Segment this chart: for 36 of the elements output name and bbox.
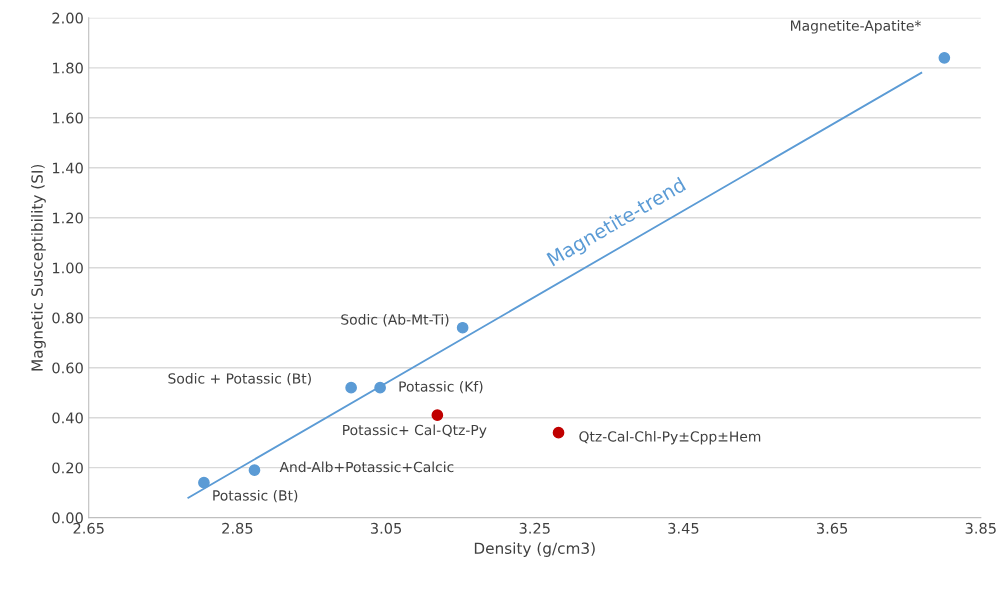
y-tick-label: 2.00 [52,12,83,24]
point [374,381,386,394]
annotation: Magnetite-Apatite* [791,20,921,34]
point [456,321,469,334]
point [938,51,951,64]
point [345,381,357,394]
annotation: Potassic (Bt) [213,489,298,503]
point [248,464,261,477]
point [198,476,210,489]
y-tick-label: 0.80 [52,312,83,324]
y-tick-label: 0.00 [52,512,83,524]
x-tick-label: 3.45 [668,522,699,534]
y-tick-label: 0.60 [52,362,83,374]
annotation: Potassic (Kf) [399,380,483,394]
annotation: And-Alb+Potassic+Calcic [279,461,454,473]
point [431,409,444,422]
y-tick-label: 0.20 [52,462,83,474]
y-tick-label: 1.60 [52,112,83,124]
x-axis-title: Density (g/cm3) [474,542,595,557]
annotation: Potassic+ Cal-Qtz-Py [343,424,487,438]
y-tick-label: 1.80 [52,62,83,74]
y-axis-title: Magnetic Susceptibility (SI) [31,164,46,371]
x-tick-label: 3.25 [519,522,550,534]
x-tick-label: 3.05 [370,522,402,534]
y-tick-label: 0.40 [52,412,83,424]
point [552,426,565,439]
y-tick-label: 1.20 [52,212,83,224]
x-tick-label: 3.85 [965,522,996,534]
annotation: Qtz-Cal-Chl-Py±Cpp±Hem [579,430,761,445]
x-tick-label: 2.85 [222,522,253,534]
x-tick-label: 3.65 [816,522,848,534]
y-tick-label: 1.00 [52,262,83,274]
annotation: Sodic + Potassic (Bt) [168,372,311,386]
x-tick-label: 2.65 [73,522,104,534]
y-tick-label: 1.40 [52,162,83,174]
annotation: Sodic (Ab-Mt-Ti) [341,314,449,327]
